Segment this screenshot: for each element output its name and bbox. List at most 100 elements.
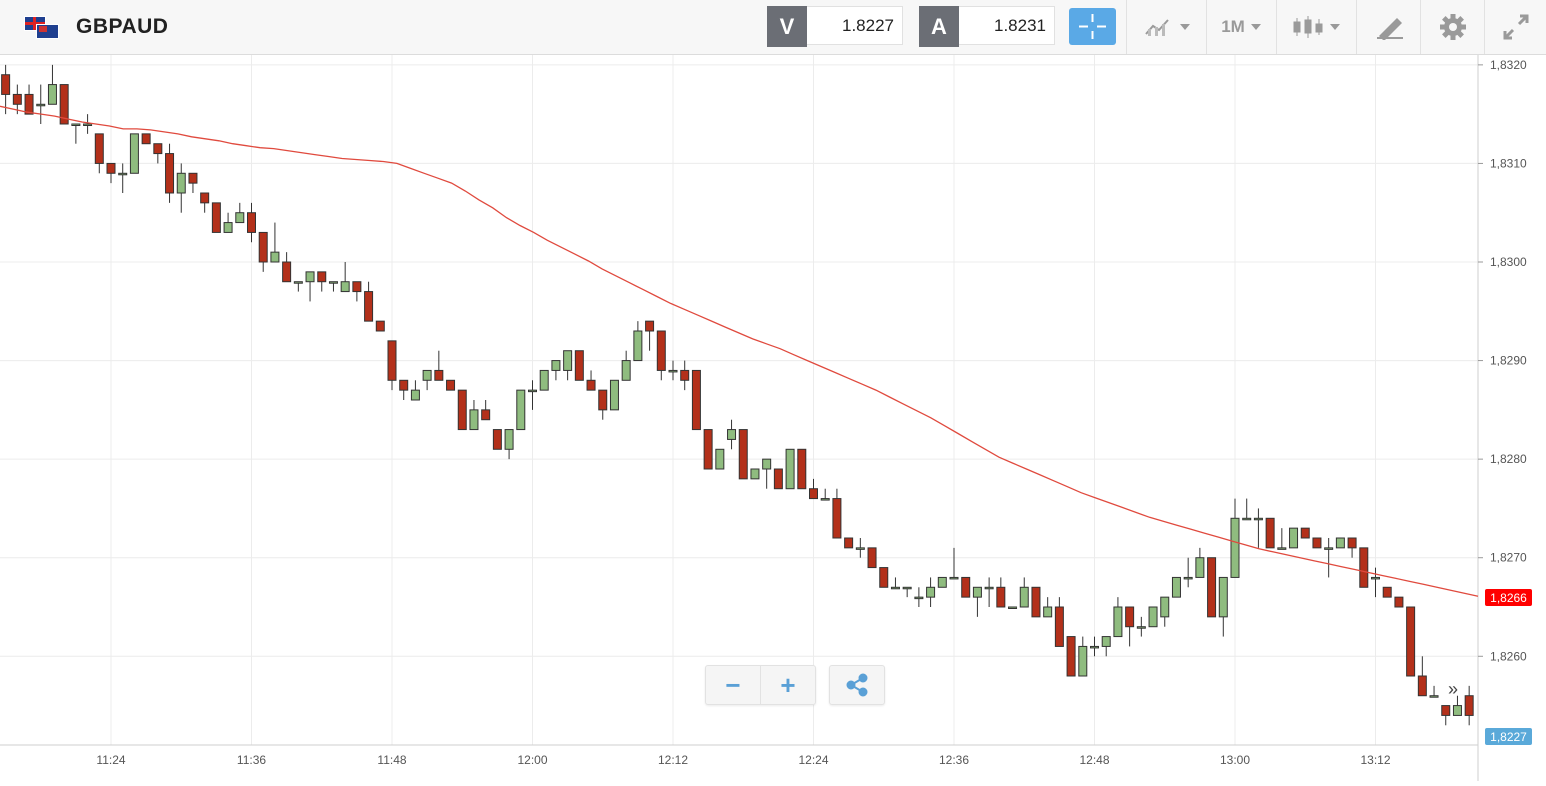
candle-down — [492, 429, 502, 450]
drawing-tools-button[interactable] — [1360, 0, 1420, 54]
candle-up — [1019, 586, 1029, 608]
zoom-in-button[interactable]: + — [760, 666, 815, 704]
buy-quote[interactable]: A 1.8231 — [919, 6, 1055, 47]
candle-up — [36, 103, 46, 107]
candle-up — [633, 330, 643, 362]
zoom-controls: − + — [705, 665, 816, 705]
candle-up — [235, 212, 245, 224]
candle-up — [902, 586, 912, 590]
candle-up — [621, 360, 631, 381]
candle-down — [375, 320, 385, 332]
candle-down — [141, 133, 151, 145]
candle-down — [153, 143, 163, 155]
instrument-selector[interactable]: GBPAUD — [24, 14, 168, 40]
candle-up — [1008, 606, 1018, 609]
x-tick-label: 13:00 — [1220, 753, 1250, 767]
share-button[interactable] — [830, 666, 884, 704]
chart-type-button[interactable] — [1132, 0, 1202, 54]
candle-up — [1078, 645, 1088, 677]
candle-down — [399, 379, 409, 391]
uk-au-flag-icon — [24, 16, 59, 39]
candle-down — [844, 537, 854, 549]
x-tick-label: 11:24 — [96, 753, 125, 767]
candle-down — [1382, 586, 1392, 598]
candle-down — [247, 212, 256, 233]
candle-down — [1441, 705, 1451, 716]
sell-quote[interactable]: V 1.8227 — [767, 6, 903, 47]
candle-down — [598, 389, 608, 411]
sell-label: V — [767, 6, 807, 47]
zoom-out-button[interactable]: − — [725, 669, 741, 700]
candle-up — [516, 389, 526, 431]
candle-up — [1452, 705, 1462, 716]
candle-up — [890, 586, 900, 590]
candle-down — [1054, 606, 1064, 647]
crosshair-icon — [1079, 14, 1106, 39]
candle-down — [1464, 695, 1474, 716]
candle-down — [1359, 547, 1369, 588]
candle-up — [1277, 547, 1287, 550]
x-tick-label: 12:00 — [517, 753, 547, 767]
x-tick-label: 12:24 — [798, 753, 828, 767]
candle-down — [211, 202, 221, 233]
gear-icon — [1440, 14, 1466, 40]
candle-up — [750, 468, 760, 480]
candle-up — [1289, 527, 1299, 549]
candle-up — [1171, 576, 1181, 598]
candle-up — [820, 498, 830, 501]
candle-up — [563, 350, 573, 371]
candle-up — [551, 360, 561, 371]
candle-down — [1207, 557, 1217, 618]
candle-down — [188, 172, 198, 184]
candle-down — [1300, 527, 1310, 539]
settings-button[interactable] — [1424, 0, 1482, 54]
candle-down — [1066, 636, 1076, 677]
candle-down — [656, 330, 666, 371]
candle-up — [410, 389, 420, 401]
candle-up — [984, 586, 994, 590]
candle-down — [797, 448, 807, 490]
candle-down — [645, 320, 655, 332]
chart-type-icon — [1145, 19, 1169, 36]
price-chart[interactable]: 1,8260 1,8270 1,8280 1,8290 1,8300 1,8310 1,83… — [0, 55, 1546, 781]
candle-down — [317, 271, 327, 283]
toolbar: GBPAUD V 1.8227 A 1.8231 1M — [0, 0, 1546, 55]
drawing-tools-icon — [1377, 18, 1403, 40]
moving-average-line — [0, 105, 1479, 597]
x-tick-label: 11:36 — [237, 753, 266, 767]
candle-up — [855, 547, 865, 550]
sell-price: 1.8227 — [807, 6, 903, 45]
candle-down — [680, 369, 690, 381]
y-tick-label: 1,8300 — [1490, 255, 1527, 269]
candle-up — [129, 133, 139, 174]
candle-down — [691, 369, 701, 431]
candle-up — [1335, 537, 1345, 549]
scroll-to-end-button[interactable]: » — [1447, 678, 1458, 699]
candle-style-button[interactable] — [1280, 0, 1352, 54]
candle-up — [305, 271, 315, 283]
candle-down — [996, 586, 1006, 608]
candle-down — [1125, 606, 1135, 628]
candle-down — [574, 350, 584, 381]
candle-down — [258, 231, 268, 263]
y-tick-label: 1,8270 — [1490, 551, 1527, 565]
fullscreen-icon — [1503, 14, 1529, 40]
timeframe-selector[interactable]: 1M — [1210, 0, 1272, 54]
y-tick-label: 1,8280 — [1490, 452, 1527, 466]
candle-up — [270, 251, 280, 263]
candle-down — [364, 291, 374, 322]
candle-up — [528, 389, 537, 393]
candle-down — [738, 429, 748, 480]
x-tick-label: 12:36 — [939, 753, 969, 767]
candle-up — [1230, 517, 1240, 578]
candle-up — [1101, 636, 1111, 647]
x-tick-label: 13:12 — [1360, 753, 1390, 767]
candle-up — [785, 448, 795, 490]
candle-up — [1160, 596, 1170, 618]
candle-up — [340, 281, 350, 293]
candle-up — [1090, 645, 1099, 649]
fullscreen-button[interactable] — [1488, 0, 1544, 54]
crosshair-button[interactable] — [1069, 8, 1116, 45]
candle-up — [1136, 626, 1146, 629]
chart-canvas[interactable]: 1,8260 1,8270 1,8280 1,8290 1,8300 1,8310 1,83… — [0, 55, 1546, 781]
